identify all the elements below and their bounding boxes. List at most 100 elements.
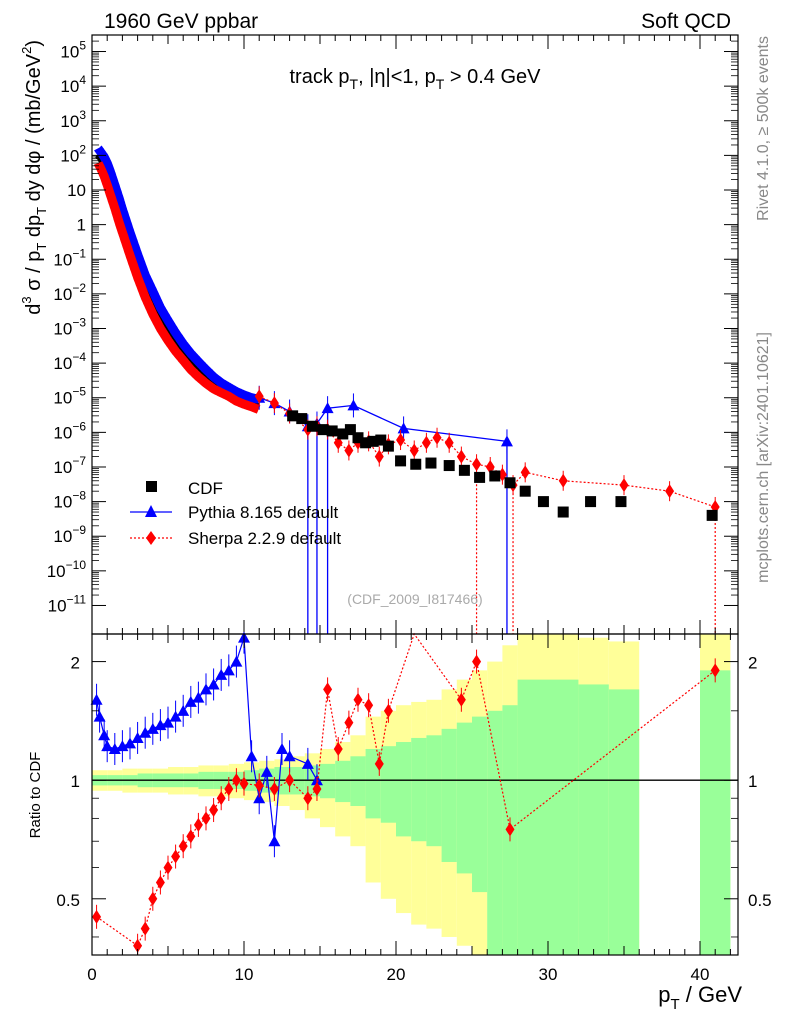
ratio-bands (92, 634, 731, 955)
sherpa-ratio-point (710, 663, 720, 678)
cdf-dense-curve (93, 149, 263, 413)
pythia-ratio-point (301, 757, 314, 769)
cdf-point (410, 458, 422, 470)
cdf-point (425, 457, 437, 469)
sherpa-point (520, 465, 530, 480)
x-tick-label: 40 (691, 965, 710, 984)
legend: CDF Pythia 8.165 default Sherpa 2.2.9 de… (130, 479, 341, 548)
sherpa-ratio-point (353, 692, 363, 707)
mcplots-label: mcplots.cern.ch [arXiv:2401.10621] (755, 332, 772, 583)
y-tick-label: 10−3 (53, 315, 86, 338)
pythia-ratio-point (207, 678, 220, 690)
sherpa-point (472, 457, 482, 472)
ratio-y-tick-label-left: 1 (71, 772, 80, 791)
x-tick-label: 10 (235, 965, 254, 984)
y-tick-label: 1 (77, 216, 86, 235)
sherpa-point (432, 430, 442, 445)
cdf-point (367, 435, 379, 447)
x-tick-label: 20 (387, 965, 406, 984)
pythia-ratio-point (139, 726, 152, 738)
ratio-y-label: Ratio to CDF (27, 752, 44, 839)
cdf-point (360, 437, 372, 449)
spectrum-y-ticks: 10510410310210110−110−210−310−410−510−61… (47, 35, 738, 634)
y-tick-label: 104 (60, 73, 86, 96)
y-tick-label: 10−9 (53, 523, 86, 546)
pythia-ratio-point (108, 742, 121, 754)
x-tick-label: 0 (87, 965, 96, 984)
pythia-ratio-point (162, 716, 174, 728)
pythia-dense-curve (93, 144, 263, 404)
cdf-point (337, 428, 349, 440)
header-left: 1960 GeV ppbar (104, 10, 258, 33)
y-tick-label: 103 (60, 108, 86, 131)
sherpa-point (421, 435, 431, 450)
sherpa-ratio-point (505, 822, 515, 837)
sherpa-ratio-point (269, 781, 279, 796)
pythia-ratio-point (184, 695, 197, 707)
legend-marker-sherpa (146, 531, 156, 545)
pythia-ratio-point (93, 710, 106, 722)
sherpa-ratio-point (140, 921, 150, 936)
legend-marker-cdf (146, 481, 157, 492)
y-tick-label: 10−8 (53, 489, 86, 512)
y-tick-label: 10−2 (53, 281, 86, 304)
watermark: (CDF_2009_I817466) (347, 591, 482, 607)
pythia-ratio-point (276, 742, 288, 754)
pythia-ratio-point (245, 750, 258, 762)
cdf-point (537, 496, 549, 508)
cdf-point (504, 477, 516, 489)
sherpa-ratio-point (285, 773, 295, 788)
sherpa-ratio-point (224, 781, 234, 796)
sherpa-ratio-point (201, 811, 211, 826)
spectrum-y-label: d3 σ / pT dpT dy dφ / (mb/GeV2) (19, 40, 49, 315)
pythia-point (347, 399, 360, 411)
y-tick-label: 10 (67, 181, 86, 200)
sherpa-ratio-point (92, 909, 102, 924)
ratio-inner-band (517, 679, 548, 955)
sherpa-point (269, 396, 279, 411)
ratio-inner-band (578, 684, 609, 955)
pythia-ratio-point (215, 668, 228, 680)
cdf-point (375, 434, 387, 446)
legend-marker-pythia (145, 505, 157, 517)
y-tick-label: 10−6 (53, 419, 86, 442)
ratio-ticks: 0 10 20 30 40 0.5 0.5 1 1 2 2 (56, 634, 772, 984)
ratio-y-tick-label-right: 2 (748, 654, 757, 673)
ratio-inner-band (380, 746, 396, 823)
sherpa-ratio-point (254, 778, 264, 793)
cdf-point (474, 471, 486, 483)
cdf-point (344, 424, 356, 436)
sherpa-ratio-point (383, 703, 393, 718)
pythia-ratio-point (116, 740, 129, 752)
y-tick-label: 10−7 (53, 454, 86, 477)
x-axis-label: pT / GeV (658, 982, 742, 1013)
cdf-point (296, 413, 308, 425)
sherpa-ratio-point (472, 654, 482, 669)
spectrum-data (93, 144, 720, 634)
pythia-ratio-point (253, 792, 266, 804)
y-tick-label: 105 (60, 39, 86, 62)
sherpa-ratio-point (186, 829, 196, 844)
cdf-point (585, 496, 597, 508)
pythia-ratio-point (230, 655, 243, 667)
sherpa-dense-curve (93, 159, 263, 414)
pythia-ratio-point (192, 691, 205, 703)
sherpa-ratio-point (333, 741, 343, 756)
cdf-point (615, 496, 627, 508)
spectrum-panel: 10510410310210110−110−210−310−410−510−61… (19, 34, 739, 635)
sherpa-point (396, 433, 406, 448)
cdf-point (306, 420, 318, 432)
legend-label-sherpa: Sherpa 2.2.9 default (188, 529, 341, 548)
ratio-y-tick-label-left: 2 (71, 654, 80, 673)
cdf-point (458, 464, 470, 476)
y-tick-label: 10−5 (53, 385, 86, 408)
sherpa-ratio-point (239, 776, 249, 791)
sherpa-ratio-point (303, 791, 313, 806)
cdf-point (443, 460, 455, 472)
sherpa-point (409, 443, 419, 458)
ratio-panel: 0 10 20 30 40 0.5 0.5 1 1 2 2 Ratio to CDF pT / Ge… (27, 631, 772, 1013)
rivet-label: Rivet 4.1.0, ≥ 500k events (755, 36, 772, 221)
sherpa-ratio-point (323, 682, 333, 697)
sherpa-ratio-point (171, 849, 181, 864)
pythia-point (321, 402, 334, 414)
